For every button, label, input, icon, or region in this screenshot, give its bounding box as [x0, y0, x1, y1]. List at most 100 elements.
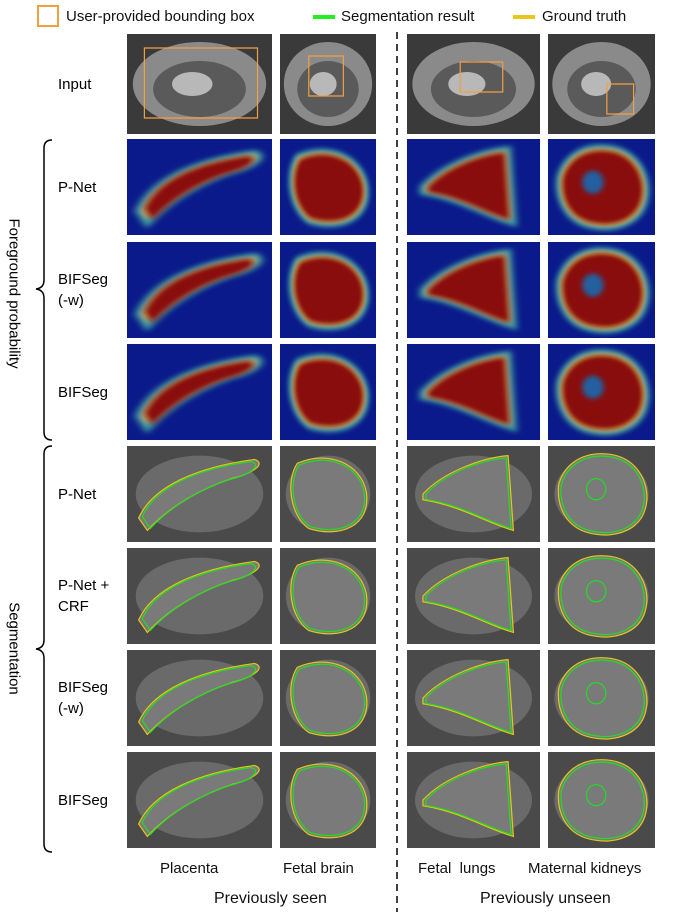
row-label: BIFSeg (-w)	[58, 679, 113, 717]
ground-truth	[291, 560, 367, 634]
legend-label: Ground truth	[542, 8, 627, 25]
segmentation	[142, 768, 255, 835]
seg-hole	[587, 683, 606, 704]
segmentation	[293, 664, 365, 733]
prob-core	[294, 359, 363, 427]
image-panel	[127, 650, 272, 746]
segmentation	[426, 560, 511, 630]
row-label: BIFSeg (-w)	[58, 271, 113, 309]
image-panel	[548, 242, 655, 338]
image-panel	[127, 242, 272, 338]
seg-organ	[422, 659, 514, 735]
image-panel	[548, 752, 655, 848]
image-panel	[280, 344, 376, 440]
segmentation	[426, 764, 511, 834]
prob-core	[144, 155, 254, 220]
seg-organ	[138, 561, 260, 633]
mri-organ	[309, 72, 337, 96]
seg-organ	[290, 458, 367, 532]
column-label: Placenta	[160, 860, 219, 877]
bounding-box	[144, 48, 257, 118]
image-panel	[548, 548, 655, 644]
row-label: P-Net	[58, 179, 97, 196]
segmentation	[561, 456, 644, 532]
row-label: Input	[58, 76, 92, 93]
ground-truth	[558, 658, 647, 739]
image-panel	[280, 34, 376, 134]
segmentation	[142, 666, 255, 733]
image-panel	[127, 139, 272, 235]
image-panel	[127, 446, 272, 542]
image-panel	[127, 34, 272, 134]
column-label: Maternal kidneys	[528, 860, 642, 877]
ground-truth	[291, 764, 367, 838]
ground-truth	[558, 454, 647, 535]
ground-truth	[291, 458, 367, 532]
ground-truth	[423, 558, 513, 633]
prob-core	[428, 152, 510, 220]
seg-organ	[422, 455, 514, 531]
seg-organ	[290, 560, 367, 634]
prob-core	[144, 360, 254, 425]
image-panel	[127, 344, 272, 440]
image-panel	[407, 548, 540, 644]
seg-organ	[558, 759, 647, 842]
mri-organ	[448, 72, 486, 96]
group-label: Segmentation	[5, 602, 23, 695]
segmentation	[293, 562, 365, 631]
image-panel	[127, 548, 272, 644]
image-panel	[548, 139, 655, 235]
seg-organ	[558, 453, 647, 536]
segmentation	[293, 460, 365, 529]
ground-truth	[423, 456, 513, 531]
mri-organ	[581, 72, 612, 96]
prob-core	[562, 355, 643, 429]
segmentation	[561, 660, 644, 736]
prob-hole	[582, 170, 604, 194]
legend-label: User-provided bounding box	[66, 8, 255, 25]
prob-hole	[582, 273, 604, 297]
segmentation	[142, 564, 255, 631]
prob-core	[294, 257, 363, 325]
image-panel	[280, 752, 376, 848]
row-label: P-Net	[58, 486, 97, 503]
group-label: Foreground probability	[5, 218, 23, 369]
footer-label: Previously unseen	[480, 890, 611, 907]
image-panel	[280, 446, 376, 542]
column-label: Fetal brain	[283, 860, 354, 877]
bounding-box	[460, 62, 503, 92]
seg-organ	[138, 663, 260, 735]
segmentation	[142, 462, 255, 529]
brace	[35, 139, 53, 441]
image-panel	[407, 139, 540, 235]
seg-organ	[558, 657, 647, 740]
image-panel	[127, 752, 272, 848]
image-panel	[407, 752, 540, 848]
image-panel	[407, 344, 540, 440]
seg-hole	[587, 581, 606, 602]
image-panel	[548, 34, 655, 134]
brace	[35, 445, 53, 853]
segmentation	[426, 458, 511, 528]
seg-organ	[138, 765, 260, 837]
segmentation	[293, 766, 365, 835]
image-panel	[280, 139, 376, 235]
ground-truth	[423, 762, 513, 837]
row-label: P-Net + CRF	[58, 577, 114, 615]
image-panel	[548, 650, 655, 746]
prob-hole	[582, 375, 604, 399]
row-label: BIFSeg	[58, 384, 109, 401]
prob-core	[428, 255, 510, 323]
seg-organ	[422, 557, 514, 633]
footer-label: Previously seen	[214, 890, 327, 907]
seg-hole	[587, 479, 606, 500]
segmentation	[561, 558, 644, 634]
seg-organ	[290, 662, 367, 736]
seg-organ	[558, 555, 647, 638]
segmentation	[426, 662, 511, 732]
image-panel	[548, 344, 655, 440]
image-panel	[548, 446, 655, 542]
seg-organ	[290, 764, 367, 838]
